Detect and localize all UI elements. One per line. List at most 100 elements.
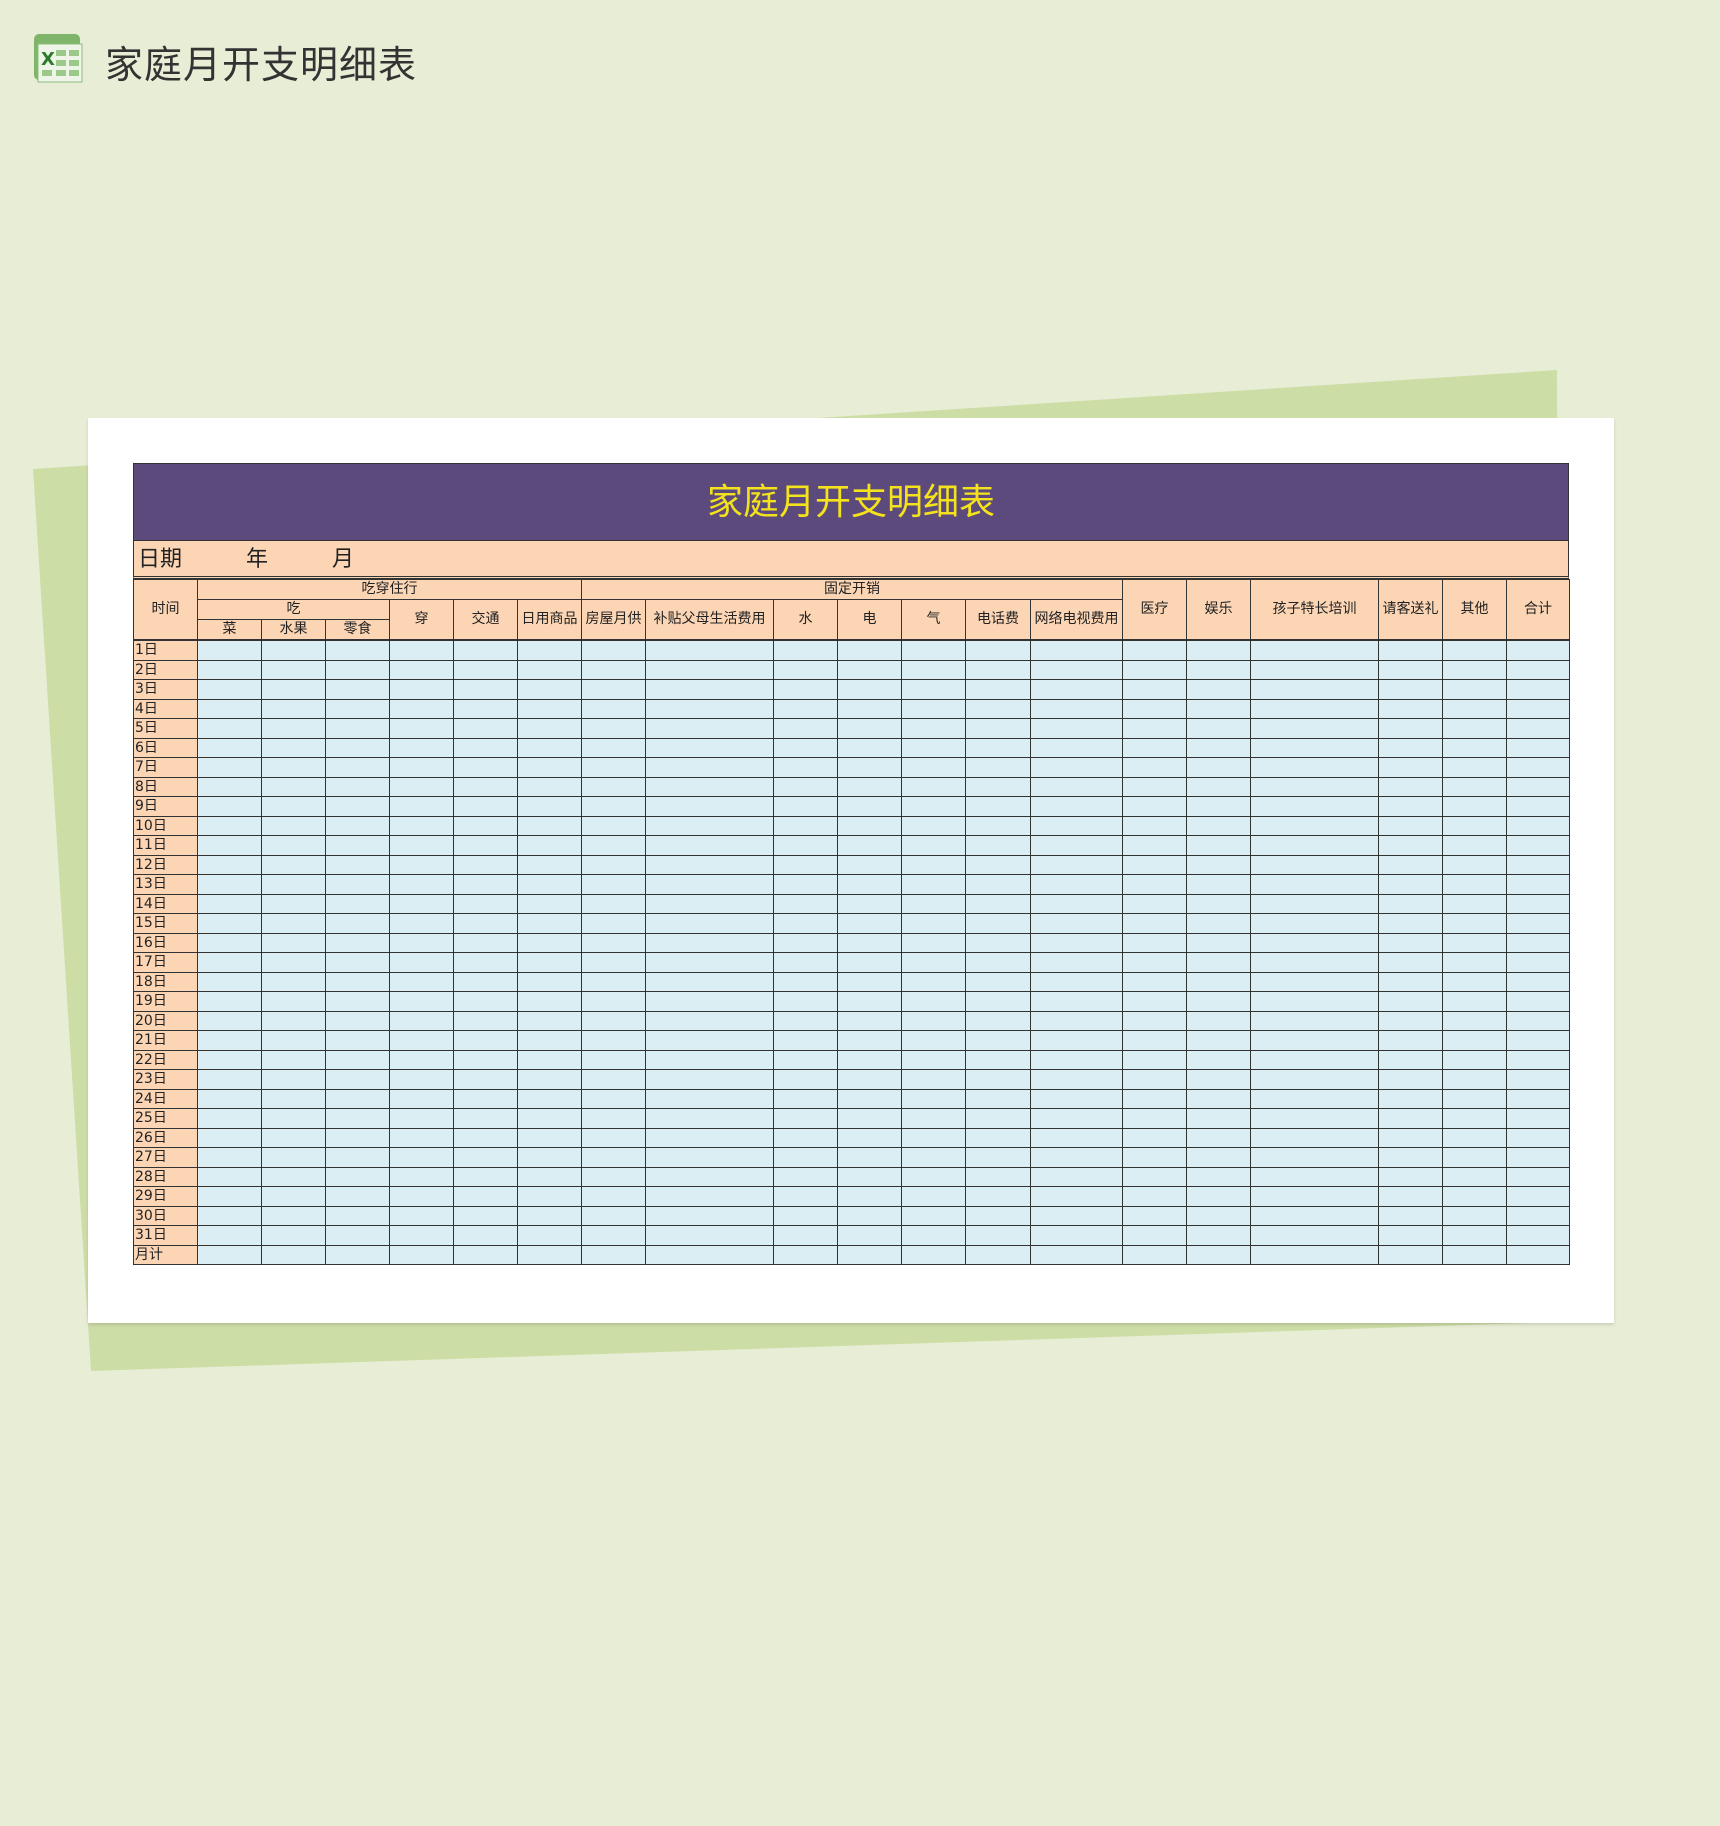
- data-cell[interactable]: [1378, 971, 1444, 992]
- data-cell[interactable]: [837, 1049, 902, 1070]
- data-cell[interactable]: [773, 1205, 838, 1226]
- data-cell[interactable]: [1029, 932, 1124, 953]
- data-cell[interactable]: [1506, 971, 1571, 992]
- data-cell[interactable]: [581, 913, 646, 934]
- data-cell[interactable]: [645, 971, 774, 992]
- data-cell[interactable]: [1378, 737, 1444, 758]
- data-cell[interactable]: [1029, 971, 1124, 992]
- data-cell[interactable]: [197, 835, 262, 856]
- data-cell[interactable]: [837, 757, 902, 778]
- data-cell[interactable]: [1506, 991, 1571, 1012]
- data-cell[interactable]: [1378, 1010, 1444, 1031]
- data-cell[interactable]: [645, 776, 774, 797]
- data-cell[interactable]: [517, 1108, 582, 1129]
- data-cell[interactable]: [901, 698, 966, 719]
- data-cell[interactable]: [645, 1127, 774, 1148]
- data-cell[interactable]: [965, 835, 1031, 856]
- data-cell[interactable]: [965, 1010, 1031, 1031]
- data-cell[interactable]: [645, 1186, 774, 1207]
- data-cell[interactable]: [197, 639, 262, 661]
- data-cell[interactable]: [1378, 893, 1444, 914]
- data-cell[interactable]: [837, 913, 902, 934]
- data-cell[interactable]: [325, 679, 390, 700]
- data-cell[interactable]: [453, 1186, 518, 1207]
- data-cell[interactable]: [901, 971, 966, 992]
- data-cell[interactable]: [1122, 1244, 1188, 1265]
- data-cell[interactable]: [325, 796, 390, 817]
- data-cell[interactable]: [517, 854, 582, 875]
- data-cell[interactable]: [645, 1147, 774, 1168]
- data-cell[interactable]: [389, 932, 454, 953]
- data-cell[interactable]: [1186, 698, 1252, 719]
- data-cell[interactable]: [389, 893, 454, 914]
- data-cell[interactable]: [1029, 639, 1124, 661]
- data-cell[interactable]: [1250, 815, 1380, 836]
- data-cell[interactable]: [901, 1225, 966, 1246]
- data-cell[interactable]: [901, 874, 966, 895]
- data-cell[interactable]: [325, 874, 390, 895]
- data-cell[interactable]: [325, 952, 390, 973]
- data-cell[interactable]: [901, 796, 966, 817]
- data-cell[interactable]: [1250, 659, 1380, 680]
- data-cell[interactable]: [1186, 757, 1252, 778]
- data-cell[interactable]: [389, 874, 454, 895]
- data-cell[interactable]: [517, 815, 582, 836]
- data-cell[interactable]: [389, 1010, 454, 1031]
- data-cell[interactable]: [581, 1147, 646, 1168]
- data-cell[interactable]: [645, 679, 774, 700]
- data-cell[interactable]: [325, 932, 390, 953]
- data-cell[interactable]: [581, 1166, 646, 1187]
- data-cell[interactable]: [1122, 776, 1188, 797]
- data-cell[interactable]: [1122, 991, 1188, 1012]
- data-cell[interactable]: [1378, 815, 1444, 836]
- data-cell[interactable]: [965, 991, 1031, 1012]
- data-cell[interactable]: [837, 1069, 902, 1090]
- data-cell[interactable]: [645, 932, 774, 953]
- data-cell[interactable]: [901, 893, 966, 914]
- data-cell[interactable]: [1250, 796, 1380, 817]
- data-cell[interactable]: [1506, 913, 1571, 934]
- data-cell[interactable]: [965, 1186, 1031, 1207]
- data-cell[interactable]: [581, 991, 646, 1012]
- data-cell[interactable]: [325, 776, 390, 797]
- data-cell[interactable]: [645, 874, 774, 895]
- data-cell[interactable]: [1029, 913, 1124, 934]
- data-cell[interactable]: [1506, 1166, 1571, 1187]
- data-cell[interactable]: [325, 1010, 390, 1031]
- data-cell[interactable]: [581, 1205, 646, 1226]
- data-cell[interactable]: [645, 659, 774, 680]
- data-cell[interactable]: [1122, 1069, 1188, 1090]
- data-cell[interactable]: [1122, 874, 1188, 895]
- data-cell[interactable]: [453, 1225, 518, 1246]
- data-cell[interactable]: [261, 913, 326, 934]
- data-cell[interactable]: [453, 718, 518, 739]
- data-cell[interactable]: [197, 698, 262, 719]
- data-cell[interactable]: [1250, 698, 1380, 719]
- data-cell[interactable]: [453, 639, 518, 661]
- data-cell[interactable]: [965, 874, 1031, 895]
- data-cell[interactable]: [773, 796, 838, 817]
- data-cell[interactable]: [1506, 952, 1571, 973]
- data-cell[interactable]: [325, 1205, 390, 1226]
- data-cell[interactable]: [1506, 854, 1571, 875]
- data-cell[interactable]: [261, 991, 326, 1012]
- data-cell[interactable]: [1442, 1147, 1508, 1168]
- data-cell[interactable]: [453, 1108, 518, 1129]
- data-cell[interactable]: [197, 913, 262, 934]
- data-cell[interactable]: [1029, 1205, 1124, 1226]
- data-cell[interactable]: [901, 991, 966, 1012]
- data-cell[interactable]: [1378, 1166, 1444, 1187]
- data-cell[interactable]: [837, 718, 902, 739]
- data-cell[interactable]: [1122, 893, 1188, 914]
- data-cell[interactable]: [1442, 1069, 1508, 1090]
- data-cell[interactable]: [389, 679, 454, 700]
- data-cell[interactable]: [837, 776, 902, 797]
- data-cell[interactable]: [453, 1205, 518, 1226]
- data-cell[interactable]: [1378, 698, 1444, 719]
- data-cell[interactable]: [1029, 796, 1124, 817]
- data-cell[interactable]: [1186, 1166, 1252, 1187]
- data-cell[interactable]: [1186, 1127, 1252, 1148]
- data-cell[interactable]: [261, 757, 326, 778]
- data-cell[interactable]: [1250, 971, 1380, 992]
- data-cell[interactable]: [645, 815, 774, 836]
